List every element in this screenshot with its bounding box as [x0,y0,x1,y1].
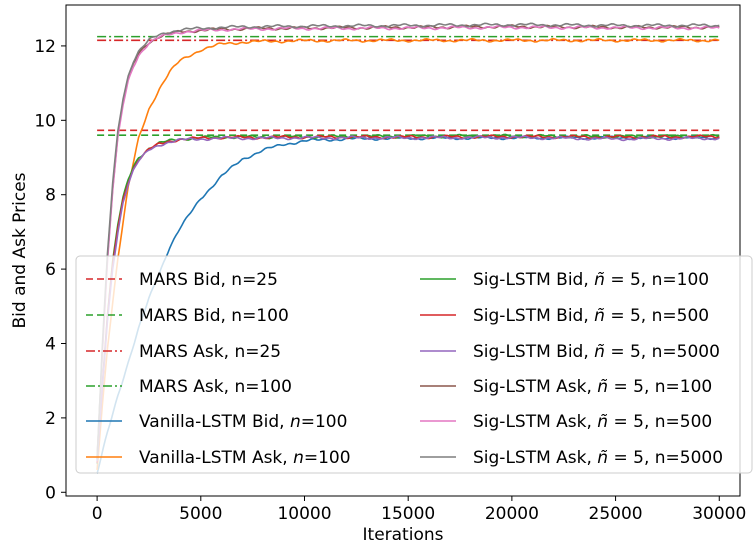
y-tick-label: 4 [45,334,56,354]
y-tick-label: 2 [45,409,56,429]
legend-entry-label: Sig-LSTM Bid, ñ = 5, n=5000 [473,342,720,362]
x-tick-label: 25000 [589,504,643,524]
series-line-sig-lstm-ask-5-n-5000 [96,22,720,460]
legend-entry-label: Sig-LSTM Ask, ñ = 5, n=5000 [473,448,723,468]
legend-entry-label: MARS Ask, n=25 [139,342,281,362]
x-tick-label: 10000 [277,504,331,524]
y-tick-label: 6 [45,260,56,280]
y-tick-label: 8 [45,186,56,206]
legend-entry-label: Sig-LSTM Ask, ñ = 5, n=100 [473,377,712,397]
x-tick-label: 30000 [692,504,746,524]
legend-entry-label: Vanilla-LSTM Ask, n=100 [139,448,351,468]
x-tick-label: 5000 [179,504,222,524]
legend-entry-label: MARS Bid, n=25 [139,270,278,290]
ticks-layer: 0 5000 10000 15000 20000 25000 30000 0 2 4 6 8 10 12 [34,37,746,524]
legend-entry-label: MARS Ask, n=100 [139,377,292,397]
x-axis-label: Iterations [363,525,444,545]
legend-entry-label: Sig-LSTM Bid, ñ = 5, n=500 [473,306,709,326]
legend-entry-label: Sig-LSTM Bid, ñ = 5, n=100 [473,270,709,290]
legend-box [75,255,753,474]
x-tick-label: 15000 [381,504,435,524]
series-line-vanilla-lstm-ask-n-100 [96,37,720,471]
series-line-sig-lstm-ask-5-n-500 [96,25,720,460]
y-tick-label: 10 [34,111,56,131]
legend-entry-label: Vanilla-LSTM Bid, n=100 [139,412,347,432]
x-tick-label: 20000 [485,504,539,524]
y-tick-label: 12 [34,37,56,57]
series-line-sig-lstm-bid-5-n-500 [96,134,720,464]
y-axis-label: Bid and Ask Prices [10,172,30,328]
x-tick-label: 0 [92,504,103,524]
legend-entry-label: Sig-LSTM Ask, ñ = 5, n=500 [473,412,712,432]
series-layer [96,22,720,474]
legend-entry-label: MARS Bid, n=100 [139,306,289,326]
y-tick-label: 0 [45,483,56,503]
plot-frame [65,4,741,497]
series-line-sig-lstm-bid-5-n-5000 [96,135,720,462]
legend: MARS Bid, n=25 MARS Bid, n=100 MARS Ask, n… [75,255,753,474]
